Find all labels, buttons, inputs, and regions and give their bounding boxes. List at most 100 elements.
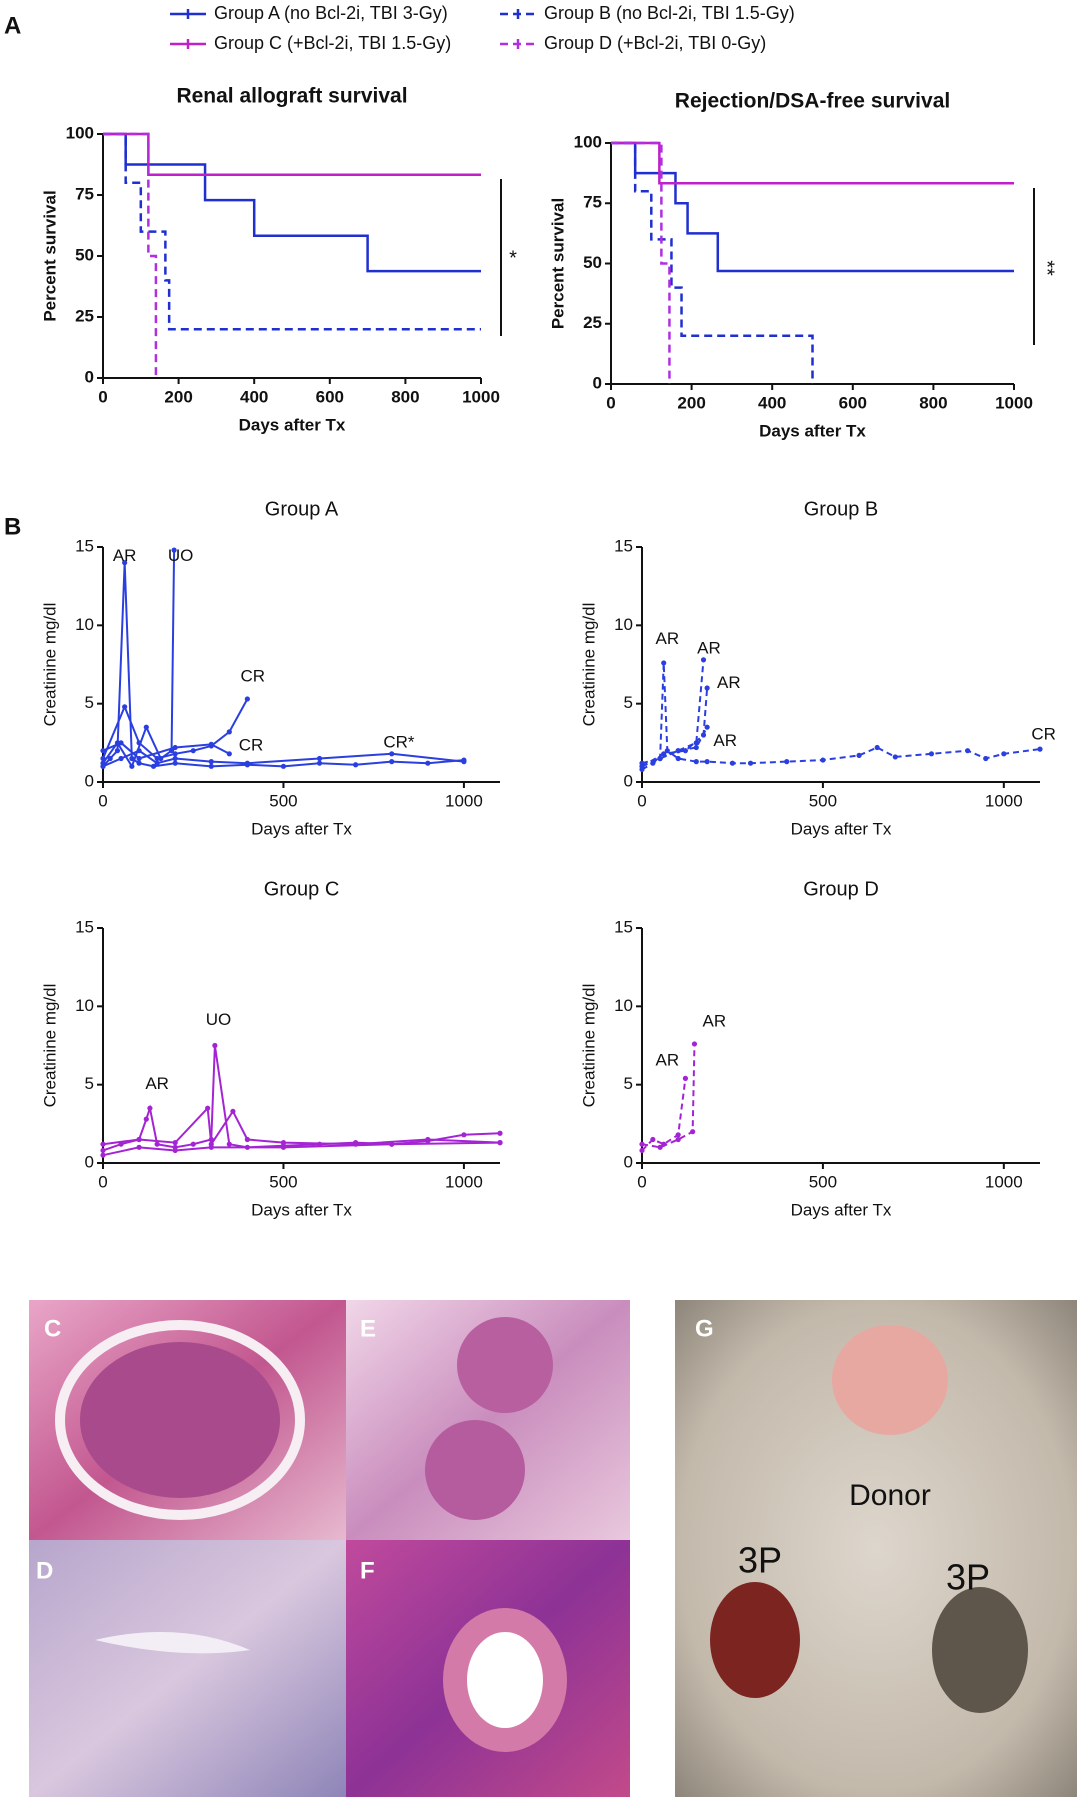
annotation: AR [717,673,741,692]
chart: Group B Days after Tx Creatinine mg/dl 0 5 10… [579,498,1055,838]
data-point [136,760,142,766]
data-point [661,751,667,757]
x-tick-label: 1000 [445,791,483,810]
survival-curve [103,132,481,176]
y-axis-label: Creatinine mg/dl [579,603,598,727]
histology-image [29,1540,346,1797]
photo-panels: Donor 3P 3P [29,1300,1077,1797]
data-point [244,696,250,702]
legend-label: Group D (+Bcl-2i, TBI 0-Gy) [544,33,766,53]
y-tick-label: 15 [614,917,633,936]
annotation: UO [206,1010,232,1029]
x-tick-label: 800 [919,393,947,412]
legend-label: Group C (+Bcl-2i, TBI 1.5-Gy) [214,33,451,53]
data-point [784,759,790,765]
donor-graft [832,1325,948,1435]
survival-curve [103,132,481,273]
x-tick-label: 200 [677,393,705,412]
data-point [675,1136,681,1143]
data-point [657,1144,663,1150]
chart-title: Renal allograft survival [176,85,407,108]
panel-label: G [695,1315,714,1342]
x-tick-label: 0 [637,791,646,810]
data-point [874,744,880,751]
y-tick-label: 10 [614,996,633,1015]
x-axis-label: Days after Tx [759,421,866,440]
y-axis-label: Creatinine mg/dl [40,984,59,1108]
artery-lumen [467,1632,543,1728]
data-point [316,755,323,762]
data-point [172,1147,178,1154]
annotation: AR [697,638,721,657]
x-tick-label: 0 [98,387,107,406]
data-point [114,748,121,754]
data-point [353,762,359,768]
chart-title: Group B [804,498,878,520]
data-point [244,1136,250,1143]
data-point [639,760,645,766]
data-point [389,759,395,765]
chart-title: Group D [803,878,879,900]
y-tick-label: 25 [75,306,94,325]
data-point [208,759,214,765]
data-point [171,547,177,553]
data-point [136,740,142,746]
data-point [691,1041,698,1047]
y-tick-label: 0 [85,367,94,386]
data-point [100,748,106,754]
data-point [172,751,178,757]
data-point [461,759,467,765]
creatinine-line [102,1045,501,1152]
data-point [107,755,113,762]
data-point [208,763,214,769]
creatinine-line [102,741,230,760]
chart: Rejection/DSA-free survival Days after Tx… [548,90,1057,441]
creatinine-line [102,749,465,768]
survival-curve [103,132,158,378]
photo-label: 3P [738,1540,782,1581]
data-point [664,748,670,754]
photo-label: Donor [849,1479,931,1512]
y-axis-label: Creatinine mg/dl [40,603,59,727]
data-point [136,755,142,762]
data-point [230,1108,236,1114]
survival-curve [611,141,671,384]
data-point [820,757,826,763]
data-point [389,1141,395,1147]
data-point [389,751,395,757]
x-axis-label: Days after Tx [791,1200,892,1219]
survival-curve [611,141,814,384]
y-tick-label: 50 [75,245,94,264]
data-point [190,1141,196,1147]
data-point [143,724,149,730]
y-tick-label: 10 [75,615,94,634]
y-tick-label: 0 [85,1152,94,1171]
data-point [100,763,106,769]
y-tick-label: 50 [583,253,602,272]
data-point [172,755,178,762]
data-point [136,1144,142,1150]
y-tick-label: 0 [593,373,602,392]
creatinine-line [641,659,705,768]
creatinine-line [641,1078,687,1152]
annotation: AR [703,1011,727,1030]
x-tick-label: 0 [98,791,107,810]
survival-curve [103,132,481,331]
annotation: AR [656,629,680,648]
y-tick-label: 5 [624,1074,633,1093]
panel-label: B [4,513,21,540]
significance-label: ** [1036,260,1058,276]
creatinine-line [641,1043,696,1149]
data-point [100,1152,106,1158]
panel-label: C [44,1315,61,1342]
legend-label: Group A (no Bcl-2i, TBI 3-Gy) [214,3,448,23]
data-point [100,755,106,762]
data-point [965,748,971,754]
data-point [280,1140,287,1146]
annotation: AR [713,731,737,750]
data-point [154,755,160,762]
data-point [154,760,160,766]
creatinine-line [641,662,1041,771]
x-tick-label: 200 [164,387,192,406]
glomerulus [55,1320,305,1520]
